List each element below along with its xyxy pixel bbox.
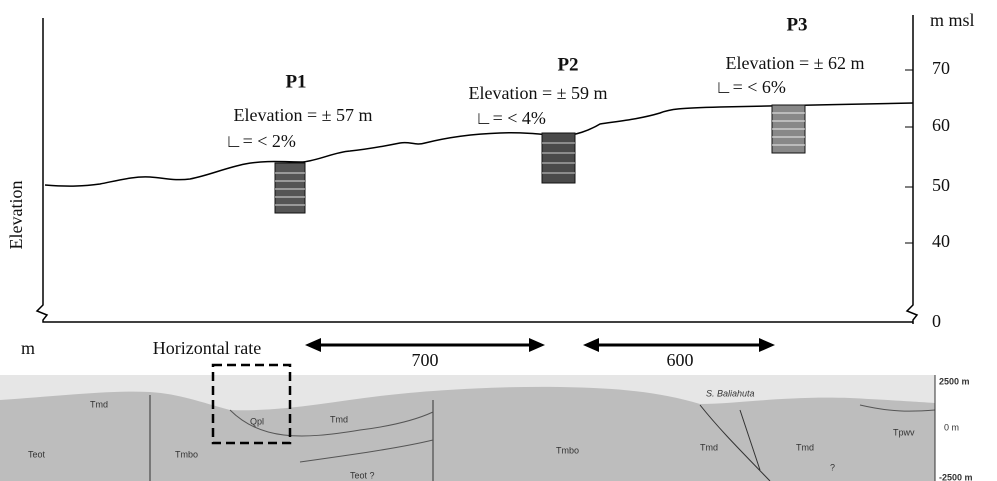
point-name: P1 [285, 71, 306, 92]
y-axis-label: Elevation [6, 181, 26, 250]
borehole [771, 104, 806, 154]
unit-label: Teot ? [350, 470, 375, 480]
left-axis [35, 18, 913, 323]
borehole [541, 132, 576, 184]
y-tick-label: 60 [932, 115, 950, 135]
x-label: Horizontal rate [153, 338, 261, 358]
distance-arrow [305, 338, 775, 352]
unit-label: m msl [930, 10, 975, 30]
unit-label: Tmd [90, 399, 108, 409]
point-elevation: Elevation = ± 62 m [725, 53, 864, 73]
distance-label: 600 [667, 350, 694, 370]
y-tick-label: 0 [932, 311, 941, 331]
unit-label: Tmd [700, 442, 718, 452]
unit-label: Tmd [330, 414, 348, 424]
unit-label: Tmbo [556, 445, 579, 455]
y-ticks [905, 69, 913, 244]
unit-label: Teot [28, 449, 46, 459]
y-tick-label: 70 [932, 58, 950, 78]
place-label: S. Baliahuta [706, 388, 755, 398]
y-tick-label: 40 [932, 231, 950, 251]
distance-label: 700 [412, 350, 439, 370]
point-slope: ∟= < 4% [475, 108, 546, 128]
borehole [274, 162, 306, 214]
point-slope: ∟= < 2% [225, 131, 296, 151]
point-name: P2 [557, 54, 578, 75]
y-tick-label: 50 [932, 175, 950, 195]
unit-label: Tmbo [175, 449, 198, 459]
geological-section [0, 363, 936, 481]
x-unit: m [21, 338, 35, 358]
scale-label: 2500 m [939, 376, 970, 386]
point-slope: ∟= < 6% [715, 77, 786, 97]
point-elevation: Elevation = ± 59 m [468, 83, 607, 103]
scale-label: 0 m [944, 422, 959, 432]
unit-label: Qpl [250, 416, 264, 426]
right-axis [905, 15, 919, 324]
point-elevation: Elevation = ± 57 m [233, 105, 372, 125]
unit-label: ? [830, 462, 835, 472]
point-name: P3 [786, 14, 807, 35]
terrain-profile [44, 102, 914, 187]
unit-label: Tpwv [893, 427, 915, 437]
scale-label: -2500 m [939, 472, 973, 481]
unit-label: Tmd [796, 442, 814, 452]
